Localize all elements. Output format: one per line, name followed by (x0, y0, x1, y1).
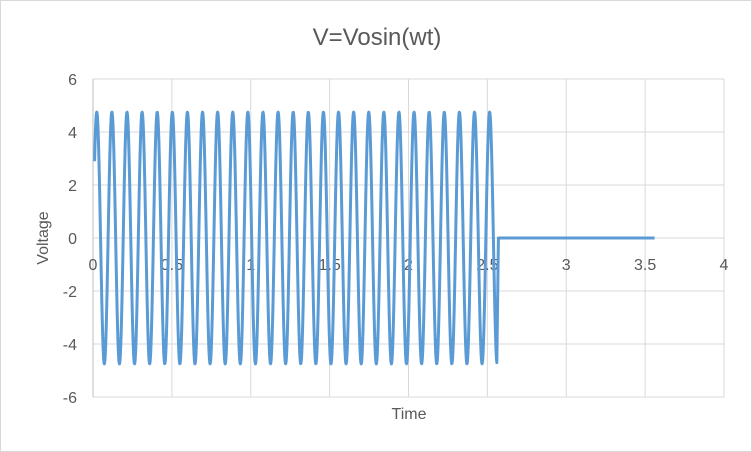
y-tick-label: -2 (63, 284, 77, 301)
y-tick-label: 0 (68, 231, 77, 248)
x-tick-label: 0.5 (161, 257, 183, 274)
x-tick-label: 3 (562, 257, 571, 274)
x-tick-label: 3.5 (634, 257, 656, 274)
series-line (93, 110, 655, 366)
x-tick-label: 0 (89, 257, 98, 274)
y-tick-label: 6 (68, 72, 77, 89)
y-tick-label: 2 (68, 178, 77, 195)
x-tick-label: 4 (720, 257, 729, 274)
x-axis-label: Time (392, 406, 427, 423)
chart-title: V=Vosin(wt) (313, 24, 442, 51)
y-tick-label: -6 (63, 390, 77, 407)
y-axis-label: Voltage (35, 211, 52, 264)
y-tick-label: -4 (63, 337, 77, 354)
x-tick-label: 1.5 (319, 257, 341, 274)
y-tick-label: 4 (68, 125, 77, 142)
